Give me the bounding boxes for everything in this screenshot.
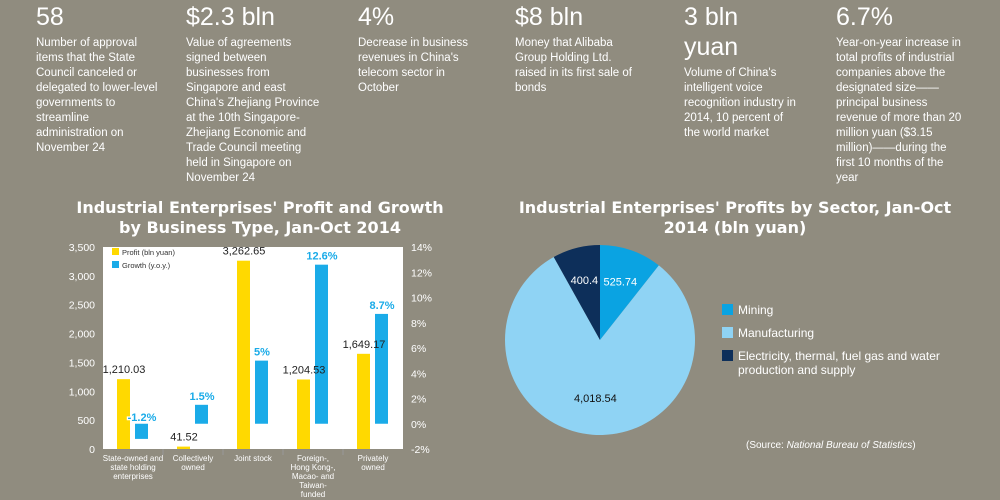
- growth-bar: [315, 264, 328, 424]
- plot-area: [103, 247, 403, 449]
- right-axis-tick-label: 4%: [411, 368, 426, 380]
- stat-description: Year-on-year increase in total profits o…: [836, 37, 962, 184]
- stat-telecom-decrease: 4% Decrease in business revenues in Chin…: [358, 0, 483, 96]
- left-axis-tick-label: 2,500: [69, 300, 95, 312]
- growth-bar: [255, 360, 268, 424]
- growth-bar: [135, 423, 148, 439]
- right-axis-tick-label: 0%: [411, 419, 426, 431]
- legend-label: Mining: [738, 303, 773, 317]
- bar-chart-title: Industrial Enterprises' Profit and Growt…: [76, 198, 444, 237]
- pie-slice: [553, 245, 600, 340]
- pie-chart-title: Industrial Enterprises' Profits by Secto…: [518, 198, 952, 237]
- pie-slice: [600, 245, 659, 340]
- category-label: State-owned and state holding enterprises: [103, 454, 164, 481]
- stat-agreements-value: $2.3 bln Value of agreements signed betw…: [186, 0, 321, 186]
- profit-bar: [117, 379, 130, 449]
- pie-slice: [505, 257, 695, 435]
- left-axis-tick-label: 1,500: [69, 357, 95, 369]
- left-axis-tick-label: 2,000: [69, 329, 95, 341]
- category-label: Collectively owned: [173, 454, 213, 472]
- bar-legend: Profit (bln yuan) Growth (y.o.y.): [112, 248, 175, 270]
- stat-description: Decrease in business revenues in China's…: [358, 37, 468, 94]
- stat-industrial-profit-increase: 6.7% Year-on-year increase in total prof…: [836, 0, 964, 186]
- growth-data-label: -1.2%: [128, 412, 157, 424]
- right-axis-tick-label: 6%: [411, 343, 426, 355]
- growth-data-label: 1.5%: [189, 391, 214, 403]
- pie-slice-label: 400.4: [571, 275, 599, 287]
- bar-chart: 0 500 1,000 1,500 2,000 2,500 3,000 3,500 -2% 0% 2…: [69, 242, 432, 499]
- stat-description: Volume of China's intelligent voice reco…: [684, 67, 796, 139]
- stat-value: $2.3 bln: [186, 3, 275, 31]
- pie-slice-label: 525.74: [603, 276, 637, 288]
- stat-description: Value of agreements signed between busin…: [186, 37, 320, 184]
- right-axis-tick-label: 8%: [411, 318, 426, 330]
- right-axis-tick-label: 10%: [411, 293, 432, 305]
- growth-bar: [375, 313, 388, 424]
- profit-data-label: 1,210.03: [103, 364, 146, 376]
- right-axis-tick-label: -2%: [411, 444, 430, 456]
- category-label: Privately owned: [358, 454, 389, 472]
- stat-voice-recognition: 3 bln yuan Volume of China's intelligent…: [684, 0, 802, 141]
- stat-value: $8 bln: [515, 3, 584, 31]
- profit-bar: [297, 379, 310, 449]
- source-name: National Bureau of Statistics: [786, 440, 913, 451]
- profit-data-label: 41.52: [170, 432, 198, 444]
- left-axis-tick-label: 3,000: [69, 271, 95, 283]
- legend-swatch: [722, 350, 733, 361]
- stat-approval-items: 58 Number of approval items that the Sta…: [36, 0, 161, 156]
- legend-swatch: [112, 248, 119, 255]
- right-axis-tick-label: 2%: [411, 394, 426, 406]
- left-axis-tick-label: 3,500: [69, 242, 95, 254]
- left-axis-tick-label: 0: [89, 444, 95, 456]
- profit-bar: [237, 260, 250, 449]
- profit-data-label: 1,649.17: [343, 339, 386, 351]
- pie-chart: 525.74 4,018.54 400.4 Mining Manufacturing El…: [505, 245, 940, 435]
- legend-label: Profit (bln yuan): [122, 248, 175, 257]
- profit-data-label: 3,262.65: [223, 246, 266, 258]
- right-axis-tick-label: 12%: [411, 267, 432, 279]
- stat-description: Money that Alibaba Group Holding Ltd. ra…: [515, 37, 632, 94]
- growth-data-label: 8.7%: [369, 300, 394, 312]
- legend-swatch: [722, 304, 733, 315]
- growth-data-label: 5%: [254, 347, 270, 359]
- stat-alibaba-bonds: $8 bln Money that Alibaba Group Holding …: [515, 0, 645, 96]
- legend-swatch: [112, 261, 119, 268]
- stat-value: 3 bln yuan: [684, 3, 739, 61]
- profit-data-label: 1,204.53: [283, 364, 326, 376]
- stat-value: 4%: [358, 3, 395, 31]
- growth-data-label: 12.6%: [306, 251, 337, 263]
- left-axis-tick-label: 1,000: [69, 386, 95, 398]
- source-note: (Source: National Bureau of Statistics): [746, 440, 916, 451]
- stat-description: Number of approval items that the State …: [36, 37, 158, 154]
- pie-legend: Mining Manufacturing Electricity, thermal,…: [722, 303, 940, 377]
- legend-swatch: [722, 327, 733, 338]
- growth-bar: [195, 404, 208, 424]
- profit-bar: [177, 446, 190, 449]
- stat-value: 58: [36, 3, 64, 31]
- profit-bar: [357, 353, 370, 449]
- legend-label: Growth (y.o.y.): [122, 261, 171, 270]
- stat-value: 6.7%: [836, 3, 893, 31]
- legend-label: Manufacturing: [738, 326, 814, 340]
- category-label: Foreign-, Hong Kong-, Macao- and Taiwan-fun…: [291, 454, 336, 499]
- pie-slice-label: 4,018.54: [574, 393, 617, 405]
- left-axis-tick-label: 500: [77, 415, 95, 427]
- legend-label: Electricity, thermal, fuel gas and water…: [738, 349, 940, 377]
- category-label: Joint stock: [234, 454, 273, 463]
- right-axis-tick-label: 14%: [411, 242, 432, 254]
